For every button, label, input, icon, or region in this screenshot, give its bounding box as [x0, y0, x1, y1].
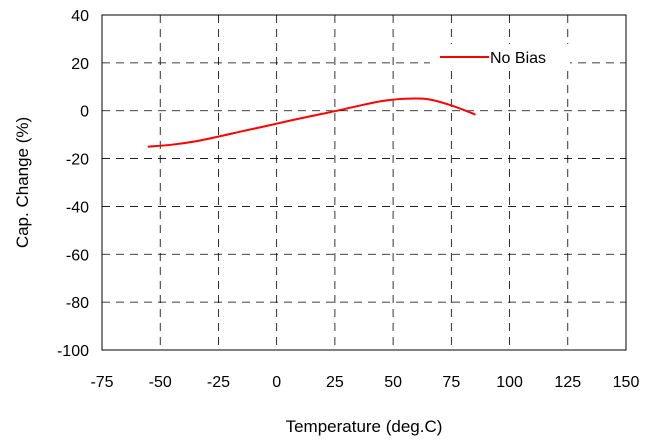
x-tick-label: 100 [496, 374, 523, 391]
y-tick-labels: -100 -80 -60 -40 -20 0 20 40 [57, 8, 89, 360]
y-tick-label: -80 [66, 295, 89, 312]
y-tick-label: -60 [66, 247, 89, 264]
x-tick-label: 0 [272, 374, 281, 391]
plot-area-border [101, 14, 627, 351]
legend-label-no-bias: No Bias [490, 50, 546, 67]
x-tick-label: 25 [326, 374, 344, 391]
legend: No Bias [430, 44, 570, 70]
y-tick-label: 40 [71, 8, 89, 25]
x-tick-label: 125 [554, 374, 581, 391]
y-tick-label: -100 [57, 343, 89, 360]
series-line-no-bias [147, 97, 476, 148]
x-tick-label: -50 [149, 374, 172, 391]
y-tick-label: -40 [66, 199, 89, 216]
y-tick-label: 20 [71, 56, 89, 73]
x-tick-label: 75 [442, 374, 460, 391]
x-tick-label: -75 [90, 374, 113, 391]
y-tick-label: -20 [66, 152, 89, 169]
y-axis-title: Cap. Change (%) [13, 117, 32, 248]
y-tick-label: 0 [80, 104, 89, 121]
x-tick-label: -25 [207, 374, 230, 391]
x-axis-title: Temperature (deg.C) [286, 417, 443, 436]
x-tick-labels: -75 -50 -25 0 25 50 75 100 125 150 [90, 374, 639, 391]
plot-layer [147, 97, 476, 148]
x-tick-label: 150 [613, 374, 640, 391]
x-tick-label: 50 [384, 374, 402, 391]
